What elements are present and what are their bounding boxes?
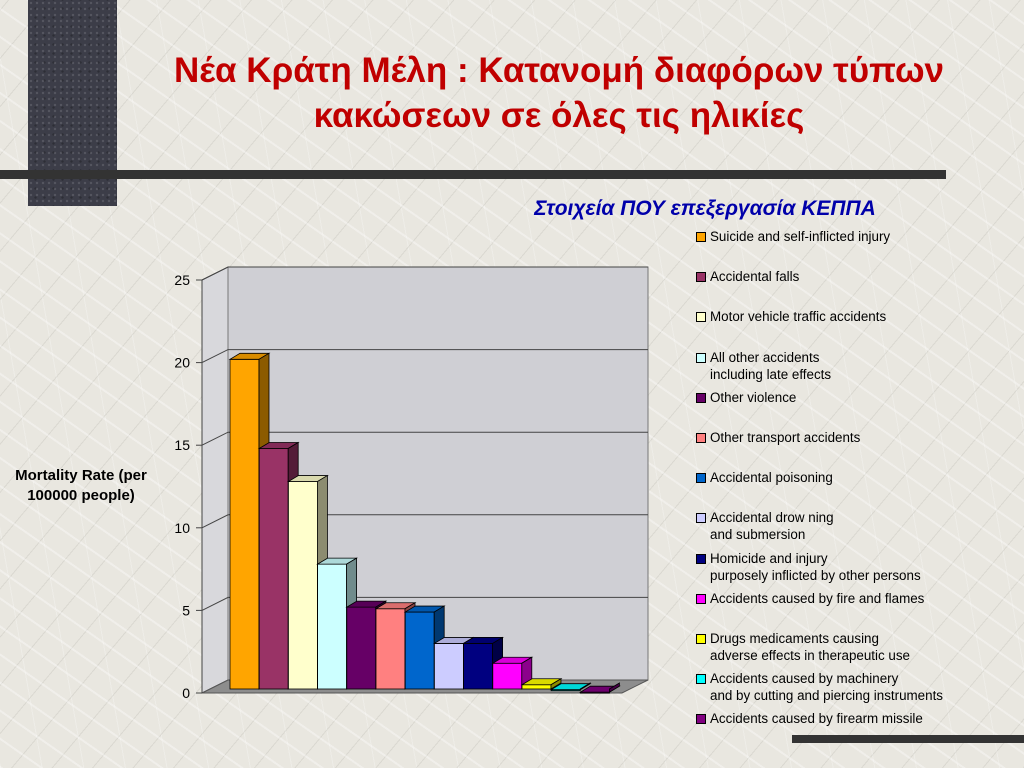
legend-swatch: [696, 674, 706, 685]
slide-title: Νέα Κράτη Μέλη : Κατανομή διαφόρων τύπων…: [173, 51, 945, 135]
legend-swatch: [696, 553, 706, 564]
y-tick-label: 15: [174, 437, 190, 453]
legend-item: All other accidents including late effec…: [695, 349, 1015, 389]
y-tick-label: 10: [174, 520, 190, 536]
chart-subtitle: Στοιχεία ΠΟΥ επεξεργασία ΚΕΠΠΑ: [534, 197, 876, 220]
bar-front: [375, 608, 406, 690]
footer-divider-bar: [792, 735, 1024, 743]
bar-front: [317, 563, 348, 690]
bar-front: [287, 481, 318, 690]
legend-item: Accidental drow ning and submersion: [695, 509, 1015, 549]
bar-11: [520, 678, 563, 690]
chart-bars: [228, 352, 621, 694]
legend-swatch: [696, 714, 706, 725]
bar-side: [550, 678, 562, 690]
y-axis-ticks: 0 5 10 15 20 25: [174, 272, 203, 701]
legend-swatch: [696, 232, 706, 242]
chart-side-wall: [201, 266, 229, 694]
gridline: [201, 514, 648, 529]
bar-front: [521, 684, 552, 690]
legend-swatch: [696, 352, 706, 363]
bar-front: [492, 662, 523, 690]
legend-item: Accidental poisoning: [695, 469, 1015, 509]
legend-label: Other violence: [710, 389, 797, 405]
legend-swatch: [696, 633, 706, 644]
legend-label: Accidental drow ning and submersion: [710, 510, 834, 543]
legend-swatch: [696, 272, 706, 283]
legend-item: Other transport accidents: [695, 429, 1015, 469]
legend-swatch: [696, 312, 706, 323]
y-tick-label: 25: [174, 272, 190, 288]
bar-front: [404, 611, 435, 690]
bar-front: [229, 358, 260, 690]
legend-label: Other transport accidents: [710, 429, 861, 445]
legend-item: Other violence: [695, 389, 1015, 429]
gridline: [201, 596, 648, 611]
legend-item: Accidents caused by fire and flames: [695, 590, 1015, 630]
legend-label: Suicide and self-inflicted injury: [710, 229, 891, 244]
legend-label: Accidents caused by fire and flames: [710, 590, 925, 606]
bar-front: [258, 448, 289, 690]
legend-item: Suicide and self-inflicted injury: [695, 228, 1015, 268]
legend-item: Drugs medicaments causing adverse effect…: [695, 630, 1015, 670]
bar-13: [578, 682, 621, 694]
legend-swatch: [696, 392, 706, 403]
legend-swatch: [696, 432, 706, 443]
bar-side: [579, 682, 591, 691]
legend-label: Drugs medicaments causing adverse effect…: [710, 630, 910, 663]
title-divider-bar: [0, 170, 946, 179]
bar-front: [433, 643, 464, 690]
legend-item: Accidental falls: [695, 268, 1015, 308]
chart-gridlines: [201, 266, 648, 611]
legend-label: Accidental falls: [710, 269, 800, 285]
y-tick-label: 20: [174, 355, 190, 371]
legend-label: Motor vehicle traffic accidents: [710, 309, 887, 325]
legend-item: Motor vehicle traffic accidents: [695, 308, 1015, 348]
bar-chart: 0 5 10 15 20 25: [174, 266, 649, 701]
y-axis-label: Mortality Rate (per 100000 people): [15, 467, 147, 504]
chart-legend: Suicide and self-inflicted injury Acciden…: [695, 228, 1015, 750]
bar-front: [346, 606, 377, 690]
legend-label: All other accidents including late effec…: [710, 349, 832, 382]
legend-swatch: [696, 473, 706, 484]
gridline: [201, 266, 648, 281]
bar-side: [609, 682, 620, 693]
legend-item: Accidents caused by firearm missile: [695, 710, 1015, 750]
bar-front: [463, 643, 494, 690]
gridline: [201, 431, 648, 446]
legend-label: Accidents caused by machinery and by cut…: [710, 671, 943, 704]
y-tick-label: 5: [182, 602, 190, 618]
y-tick-label: 0: [182, 685, 190, 701]
legend-item: Homicide and injury purposely inflicted …: [695, 550, 1015, 590]
legend-swatch: [696, 593, 706, 604]
legend-label: Homicide and injury purposely inflicted …: [710, 550, 921, 583]
bar-12: [549, 682, 592, 692]
legend-swatch: [696, 513, 706, 524]
legend-label: Accidents caused by firearm missile: [710, 711, 923, 727]
legend-label: Accidental poisoning: [710, 470, 833, 486]
gridline: [201, 349, 648, 364]
legend-item: Accidents caused by machinery and by cut…: [695, 670, 1015, 710]
